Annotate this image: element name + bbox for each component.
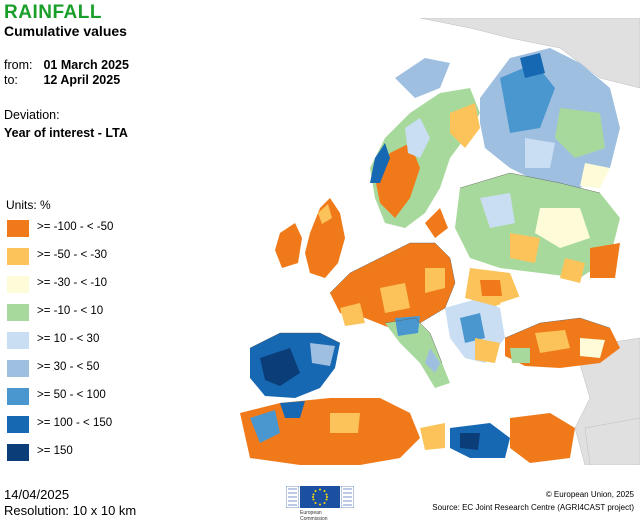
logo-text-line1: European (300, 510, 322, 516)
map-title: RAINFALL (4, 2, 102, 23)
legend-swatch (7, 304, 29, 321)
legend-label: >= -50 - < -30 (37, 249, 107, 261)
resolution: Resolution: 10 x 10 km (4, 503, 137, 518)
map-subtitle: Cumulative values (4, 23, 127, 39)
rainfall-map (180, 18, 640, 465)
legend-swatch (7, 444, 29, 461)
black-sea (500, 293, 565, 320)
legend-item: >= 100 - < 150 (4, 414, 112, 442)
legend: Units: % >= -100 - < -50 >= -50 - < -30 … (4, 198, 113, 470)
legend-label: >= 10 - < 30 (37, 333, 100, 345)
legend-swatch (7, 388, 29, 405)
legend-label: >= 100 - < 150 (37, 417, 113, 429)
issue-date: 14/04/2025 (4, 487, 70, 502)
legend-swatch (7, 248, 29, 265)
southern-central (385, 268, 520, 388)
western-central-europe (330, 243, 455, 328)
source-credit: Source: EC Joint Research Centre (AGRI4C… (432, 503, 634, 512)
legend-item: >= 50 - < 100 (4, 386, 106, 414)
to-value: 12 April 2025 (43, 73, 121, 87)
turkey (505, 318, 620, 368)
to-label: to: (4, 73, 18, 87)
logo-text-line2: Commission (300, 516, 328, 522)
deviation-label: Deviation: (4, 108, 60, 122)
legend-label: >= -10 - < 10 (37, 305, 104, 317)
legend-item: >= -30 - < -10 (4, 274, 107, 302)
russia-north (480, 48, 620, 188)
building-left-icon (286, 486, 299, 508)
map-canvas (240, 18, 640, 465)
from-label: from: (4, 58, 33, 72)
legend-item: >= 10 - < 30 (4, 330, 99, 358)
legend-label: >= -30 - < -10 (37, 277, 107, 289)
legend-label: >= 150 (37, 445, 73, 457)
british-isles (275, 198, 345, 278)
legend-label: >= -100 - < -50 (37, 221, 114, 233)
scandinavia (370, 58, 480, 238)
non-covered-land (419, 18, 640, 465)
legend-item: >= -50 - < -30 (4, 246, 107, 274)
legend-label: >= 30 - < 50 (37, 361, 100, 373)
north-africa (240, 398, 575, 465)
european-commission-logo: European Commission (286, 482, 356, 522)
legend-title: Units: % (6, 198, 51, 212)
period-from-row: from: 01 March 2025 (4, 58, 129, 73)
legend-swatch (7, 220, 29, 237)
legend-item: >= -10 - < 10 (4, 302, 103, 330)
legend-items: >= -100 - < -50 >= -50 - < -30 >= -30 - … (4, 218, 113, 470)
legend-swatch (7, 416, 29, 433)
legend-swatch (7, 332, 29, 349)
building-right-icon (341, 486, 354, 508)
eastern-europe (455, 173, 620, 283)
eu-flag-icon (300, 486, 340, 508)
copyright: © European Union, 2025 (545, 490, 634, 499)
legend-label: >= 50 - < 100 (37, 389, 106, 401)
logo-caption: European Commission (300, 510, 328, 522)
legend-swatch (7, 360, 29, 377)
from-value: 01 March 2025 (43, 58, 129, 72)
legend-item: >= 150 (4, 442, 73, 470)
deviation-value: Year of interest - LTA (4, 126, 128, 140)
period-to-row: to: 12 April 2025 (4, 73, 129, 88)
legend-item: >= 30 - < 50 (4, 358, 99, 386)
borders (249, 172, 611, 364)
iberia (250, 333, 340, 398)
legend-item: >= -100 - < -50 (4, 218, 113, 246)
period-block: from: 01 March 2025 to: 12 April 2025 (4, 58, 129, 88)
legend-swatch (7, 276, 29, 293)
